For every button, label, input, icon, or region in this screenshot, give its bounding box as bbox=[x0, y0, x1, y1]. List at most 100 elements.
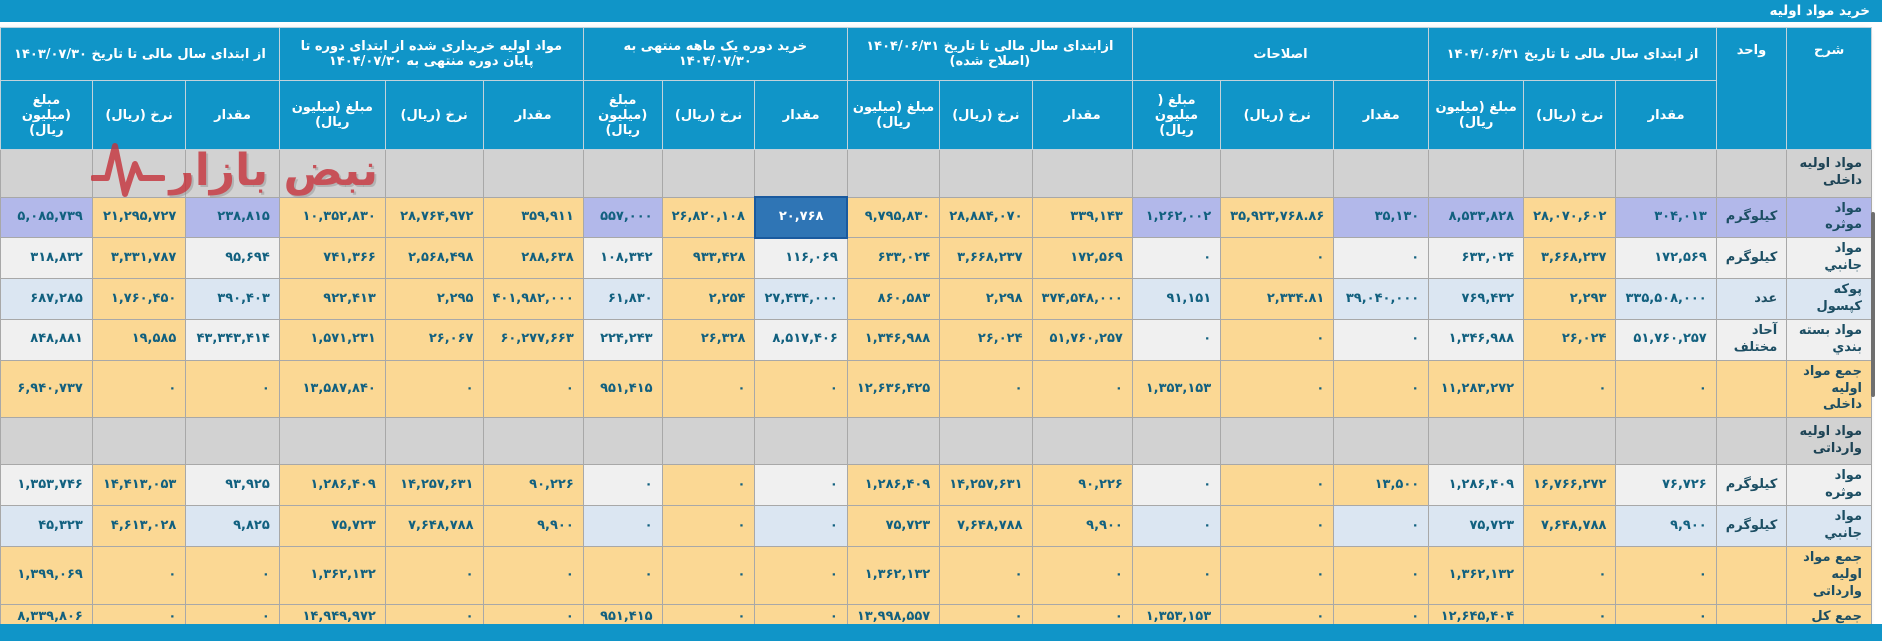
value-cell[interactable]: ۵۱,۷۶۰,۲۵۷ bbox=[1615, 318, 1717, 361]
value-cell[interactable]: ۰ bbox=[1131, 505, 1222, 547]
value-cell[interactable]: ۱۰,۳۵۲,۸۳۰ bbox=[278, 196, 386, 239]
value-cell[interactable]: ۹۵,۶۹۴ bbox=[185, 237, 280, 280]
value-cell[interactable]: ۱,۳۵۳,۱۵۳ bbox=[1131, 359, 1222, 419]
value-cell[interactable]: ۱,۳۴۶,۹۸۸ bbox=[1428, 318, 1525, 361]
value-cell[interactable]: ۹,۹۰۰ bbox=[482, 505, 584, 547]
value-cell[interactable]: ۱۳,۵۰۰ bbox=[1333, 464, 1430, 507]
value-cell[interactable]: ۷,۶۴۸,۷۸۸ bbox=[1523, 505, 1617, 547]
value-cell[interactable]: ۹۲۲,۴۱۳ bbox=[278, 278, 386, 320]
value-cell[interactable]: ۰ bbox=[185, 545, 280, 605]
value-cell[interactable]: ۹۳۳,۴۲۸ bbox=[661, 237, 756, 280]
value-cell[interactable]: ۹,۹۰۰ bbox=[1031, 505, 1133, 547]
value-cell[interactable]: ۲۶,۰۶۷ bbox=[384, 318, 484, 361]
value-cell[interactable]: ۰ bbox=[1131, 545, 1222, 605]
value-cell[interactable]: ۸,۵۳۳,۸۲۸ bbox=[1428, 196, 1525, 239]
value-cell[interactable]: ۶۰,۲۷۷,۶۶۳ bbox=[482, 318, 584, 361]
value-cell[interactable]: ۹,۷۹۵,۸۳۰ bbox=[846, 196, 941, 239]
value-cell[interactable]: ۹,۸۲۵ bbox=[185, 505, 280, 547]
value-cell[interactable]: ۲,۲۹۳ bbox=[1523, 278, 1617, 320]
value-cell[interactable]: ۰ bbox=[1333, 237, 1430, 280]
value-cell[interactable]: ۳۷۴,۵۴۸,۰۰۰ bbox=[1031, 278, 1133, 320]
value-cell[interactable]: ۰ bbox=[1220, 237, 1335, 280]
value-cell[interactable]: ۷,۶۴۸,۷۸۸ bbox=[939, 505, 1033, 547]
value-cell[interactable]: ۰ bbox=[1523, 359, 1617, 419]
value-cell[interactable]: ۱۴,۴۱۳,۰۵۳ bbox=[91, 464, 187, 507]
value-cell[interactable]: ۲۶,۳۲۸ bbox=[661, 318, 756, 361]
value-cell[interactable]: ۴۵,۳۲۳ bbox=[0, 505, 93, 547]
value-cell[interactable]: ۲۸,۷۶۴,۹۷۲ bbox=[384, 196, 484, 239]
value-cell[interactable]: ۰ bbox=[1031, 545, 1133, 605]
value-cell[interactable]: ۰ bbox=[1220, 318, 1335, 361]
value-cell[interactable]: ۳,۶۶۸,۲۳۷ bbox=[939, 237, 1033, 280]
value-cell[interactable]: ۰ bbox=[1333, 318, 1430, 361]
value-cell[interactable]: ۰ bbox=[661, 505, 756, 547]
value-cell[interactable]: ۰ bbox=[384, 359, 484, 419]
value-cell[interactable]: ۰ bbox=[754, 505, 848, 547]
value-cell[interactable]: ۶۳۳,۰۲۴ bbox=[1428, 237, 1525, 280]
value-cell[interactable]: ۲۶,۰۲۴ bbox=[1523, 318, 1617, 361]
value-cell[interactable]: ۳۹,۰۴۰,۰۰۰ bbox=[1333, 278, 1430, 320]
value-cell[interactable]: ۲۶,۰۲۴ bbox=[939, 318, 1033, 361]
value-cell[interactable]: ۱۰۸,۳۴۲ bbox=[582, 237, 663, 280]
value-cell[interactable]: ۰ bbox=[185, 359, 280, 419]
value-cell[interactable]: ۴,۶۱۳,۰۲۸ bbox=[91, 505, 187, 547]
value-cell[interactable]: ۹۱,۱۵۱ bbox=[1131, 278, 1222, 320]
value-cell[interactable]: ۱۳,۵۸۷,۸۴۰ bbox=[278, 359, 386, 419]
value-cell[interactable]: ۳۵۹,۹۱۱ bbox=[482, 196, 584, 239]
value-cell[interactable]: ۰ bbox=[1131, 464, 1222, 507]
value-cell[interactable]: ۶۳۳,۰۲۴ bbox=[846, 237, 941, 280]
value-cell[interactable]: ۹۰,۲۲۶ bbox=[1031, 464, 1133, 507]
value-cell[interactable]: ۱۱۶,۰۶۹ bbox=[754, 237, 848, 280]
value-cell[interactable]: ۰ bbox=[661, 464, 756, 507]
value-cell[interactable]: ۱۹,۵۸۵ bbox=[91, 318, 187, 361]
value-cell[interactable]: ۱۲,۶۳۶,۴۲۵ bbox=[846, 359, 941, 419]
value-cell[interactable]: ۷,۶۴۸,۷۸۸ bbox=[384, 505, 484, 547]
value-cell[interactable]: ۰ bbox=[582, 545, 663, 605]
value-cell[interactable]: ۲,۲۹۸ bbox=[939, 278, 1033, 320]
value-cell[interactable]: ۳۹۰,۴۰۳ bbox=[185, 278, 280, 320]
value-cell[interactable]: ۳۱۸,۸۳۲ bbox=[0, 237, 93, 280]
value-cell[interactable]: ۶۱,۸۳۰ bbox=[582, 278, 663, 320]
value-cell[interactable]: ۰ bbox=[482, 545, 584, 605]
value-cell[interactable]: ۰ bbox=[754, 359, 848, 419]
value-cell[interactable]: ۲,۳۳۴.۸۱ bbox=[1220, 278, 1335, 320]
value-cell[interactable]: ۲۸,۰۷۰,۶۰۲ bbox=[1523, 196, 1617, 239]
value-cell[interactable]: ۷۵,۷۲۳ bbox=[278, 505, 386, 547]
value-cell[interactable]: ۰ bbox=[939, 359, 1033, 419]
value-cell[interactable]: ۷۵,۷۲۳ bbox=[1428, 505, 1525, 547]
value-cell[interactable]: ۰ bbox=[1220, 359, 1335, 419]
value-cell[interactable]: ۰ bbox=[1615, 359, 1717, 419]
value-cell[interactable]: ۳۰۴,۰۱۳ bbox=[1615, 196, 1717, 239]
value-cell[interactable]: ۵۵۷,۰۰۰ bbox=[582, 196, 663, 239]
value-cell[interactable]: ۱,۲۸۶,۴۰۹ bbox=[278, 464, 386, 507]
value-cell[interactable]: ۹۳,۹۲۵ bbox=[185, 464, 280, 507]
value-cell[interactable]: ۱,۳۶۲,۱۳۲ bbox=[278, 545, 386, 605]
value-cell[interactable]: ۲۱,۲۹۵,۷۲۷ bbox=[91, 196, 187, 239]
value-cell[interactable]: ۱۴,۲۵۷,۶۳۱ bbox=[384, 464, 484, 507]
value-cell[interactable]: ۲۶,۸۲۰,۱۰۸ bbox=[661, 196, 756, 239]
value-cell[interactable]: ۱,۳۶۲,۱۳۲ bbox=[846, 545, 941, 605]
value-cell[interactable]: ۷۶۹,۴۳۲ bbox=[1428, 278, 1525, 320]
value-cell[interactable]: ۹۵۱,۴۱۵ bbox=[582, 359, 663, 419]
value-cell[interactable]: ۰ bbox=[1220, 464, 1335, 507]
value-cell[interactable]: ۱,۳۴۶,۹۸۸ bbox=[846, 318, 941, 361]
selected-cell[interactable]: ۲۰,۷۶۸ bbox=[753, 196, 849, 239]
value-cell[interactable]: ۴۳,۳۴۳,۴۱۴ bbox=[185, 318, 280, 361]
value-cell[interactable]: ۵,۰۸۵,۷۳۹ bbox=[0, 196, 93, 239]
value-cell[interactable]: ۳,۶۶۸,۲۳۷ bbox=[1523, 237, 1617, 280]
value-cell[interactable]: ۲۸,۸۸۴,۰۷۰ bbox=[939, 196, 1033, 239]
value-cell[interactable]: ۱۴,۲۵۷,۶۳۱ bbox=[939, 464, 1033, 507]
value-cell[interactable]: ۸,۵۱۷,۴۰۶ bbox=[754, 318, 848, 361]
value-cell[interactable]: ۱,۳۵۳,۷۴۶ bbox=[0, 464, 93, 507]
value-cell[interactable]: ۳,۳۳۱,۷۸۷ bbox=[91, 237, 187, 280]
value-cell[interactable]: ۶,۹۴۰,۷۳۷ bbox=[0, 359, 93, 419]
value-cell[interactable]: ۰ bbox=[384, 545, 484, 605]
value-cell[interactable]: ۲۸۸,۶۳۸ bbox=[482, 237, 584, 280]
vertical-scrollbar-thumb[interactable] bbox=[1871, 212, 1875, 397]
value-cell[interactable]: ۲,۲۹۵ bbox=[384, 278, 484, 320]
value-cell[interactable]: ۲,۲۵۴ bbox=[661, 278, 756, 320]
value-cell[interactable]: ۰ bbox=[1131, 237, 1222, 280]
value-cell[interactable]: ۲۳۸,۸۱۵ bbox=[185, 196, 280, 239]
value-cell[interactable]: ۰ bbox=[1131, 318, 1222, 361]
value-cell[interactable]: ۳۳۹,۱۴۳ bbox=[1031, 196, 1133, 239]
